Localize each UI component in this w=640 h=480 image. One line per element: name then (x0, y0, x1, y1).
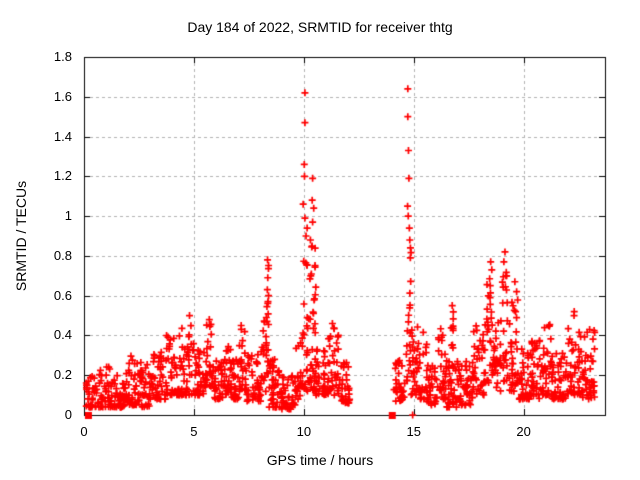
y-tick-label: 0.4 (53, 327, 72, 343)
x-tick-label: 20 (516, 424, 531, 439)
y-tick-label: 0.2 (53, 367, 72, 383)
chart-title: Day 184 of 2022, SRMTID for receiver tht… (187, 19, 453, 35)
y-tick-label: 1.6 (53, 88, 72, 104)
x-axis-label: GPS time / hours (266, 452, 374, 468)
x-tick-label: 0 (80, 424, 88, 439)
y-tick-label: 1.4 (53, 128, 72, 144)
x-tick-label: 15 (406, 424, 421, 439)
y-tick-label: 1 (64, 208, 72, 224)
y-tick-label: 0.6 (53, 287, 72, 303)
x-tick-label: 5 (190, 424, 198, 439)
y-tick-label: 1.2 (53, 168, 72, 184)
y-tick-label: 1.8 (53, 49, 72, 64)
x-tick-label: 10 (296, 424, 312, 439)
y-tick-label: 0.8 (53, 247, 72, 263)
y-axis-label: SRMTID / TECUs (13, 180, 29, 292)
y-tick-label: 0 (64, 407, 72, 422)
